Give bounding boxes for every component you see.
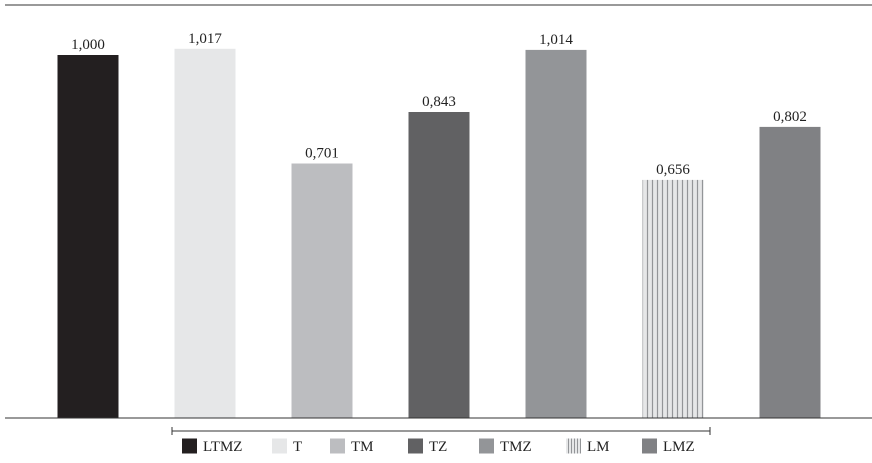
legend-swatch-tz [408,438,423,454]
legend-label-tmz: TMZ [500,439,532,455]
bar-tz [408,112,470,418]
value-label-ltmz: 1,000 [71,37,105,53]
bar-tm [291,163,353,418]
legend-swatch-t [272,438,287,454]
value-label-tz: 0,843 [422,94,456,110]
bar-tmz [525,49,587,419]
value-label-tmz: 1,014 [539,32,573,48]
legend-swatch-lm [566,438,581,454]
value-label-tm: 0,701 [305,146,339,162]
legend-label-tm: TM [351,439,374,455]
bar-t [174,48,236,419]
bar-ltmz [57,55,119,418]
bars-group [57,48,821,419]
bar-lm [642,179,704,418]
value-labels-group: 1,000 1,017 0,701 0,843 1,014 0,656 0,802 [71,31,807,178]
legend-label-t: T [293,439,302,455]
legend-bracket [171,427,711,435]
legend-label-lm: LM [587,439,610,455]
legend-label-lmz: LMZ [663,439,695,455]
value-label-lmz: 0,802 [773,109,807,125]
legend-swatch-lmz [642,438,657,454]
legend-swatch-ltmz [182,438,197,454]
value-label-t: 1,017 [188,31,222,47]
legend-swatch-tm [330,438,345,454]
legend-label-ltmz: LTMZ [203,439,242,455]
bar-lmz [759,126,821,419]
legend: LTMZ T TM TZ TMZ LM LMZ [182,438,695,455]
legend-swatch-tmz [479,438,494,454]
legend-label-tz: TZ [429,439,447,455]
value-label-lm: 0,656 [656,162,690,178]
